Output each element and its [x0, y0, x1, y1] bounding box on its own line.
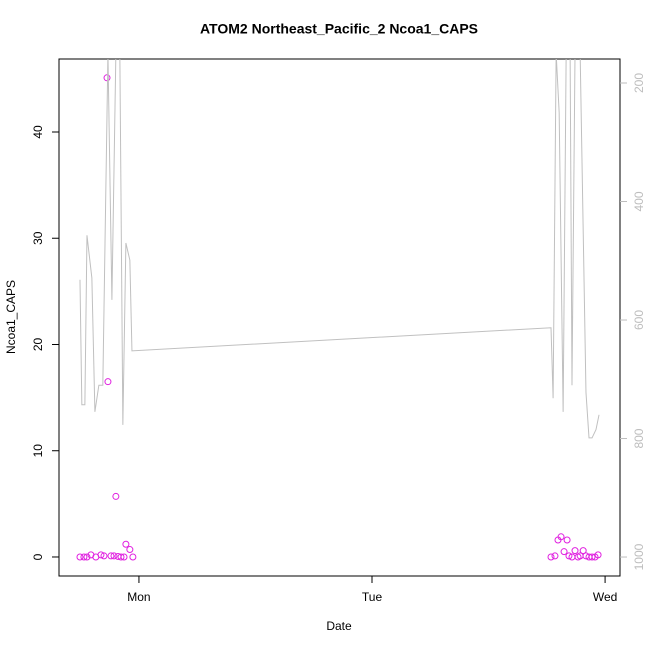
plot-frame	[58, 58, 621, 577]
y-axis-label: Ncoa1_CAPS	[4, 280, 18, 354]
data-point	[547, 553, 555, 561]
x-tick-label: Tue	[362, 590, 383, 604]
data-point	[97, 551, 105, 559]
data-point	[112, 492, 120, 500]
x-axis-label: Date	[326, 619, 352, 633]
data-point	[120, 553, 128, 561]
data-point	[122, 540, 130, 548]
data-point	[571, 547, 579, 555]
depth-line	[79, 59, 600, 439]
data-point	[551, 552, 559, 560]
plot-area	[76, 59, 602, 561]
data-point	[117, 553, 125, 561]
data-point	[104, 378, 112, 386]
data-point	[594, 551, 602, 559]
y2-tick-label: 600	[632, 310, 646, 330]
data-point	[579, 547, 587, 555]
chart-title: ATOM2 Northeast_Pacific_2 Ncoa1_CAPS	[200, 21, 478, 37]
y2-tick-label: 800	[632, 428, 646, 448]
data-point	[126, 546, 134, 554]
data-point	[107, 552, 115, 560]
data-point	[588, 553, 596, 561]
data-point	[129, 553, 137, 561]
data-point	[560, 548, 568, 556]
data-point	[565, 552, 573, 560]
y-tick-label: 10	[31, 444, 45, 458]
x-tick-label: Mon	[127, 590, 150, 604]
data-point	[110, 552, 118, 560]
data-point	[83, 553, 91, 561]
data-point	[76, 553, 84, 561]
y-tick-label: 0	[31, 553, 45, 560]
data-point	[557, 533, 565, 541]
x-tick-label: Wed	[593, 590, 617, 604]
data-point	[100, 552, 108, 560]
y-tick-label: 30	[31, 231, 45, 245]
y-tick-label: 40	[31, 125, 45, 139]
y-tick-label: 20	[31, 337, 45, 351]
data-point	[103, 74, 111, 82]
y2-tick-label: 400	[632, 191, 646, 211]
data-point	[80, 553, 88, 561]
data-point	[563, 536, 571, 544]
y2-tick-label: 200	[632, 73, 646, 93]
y2-tick-label: 1000	[632, 543, 646, 570]
